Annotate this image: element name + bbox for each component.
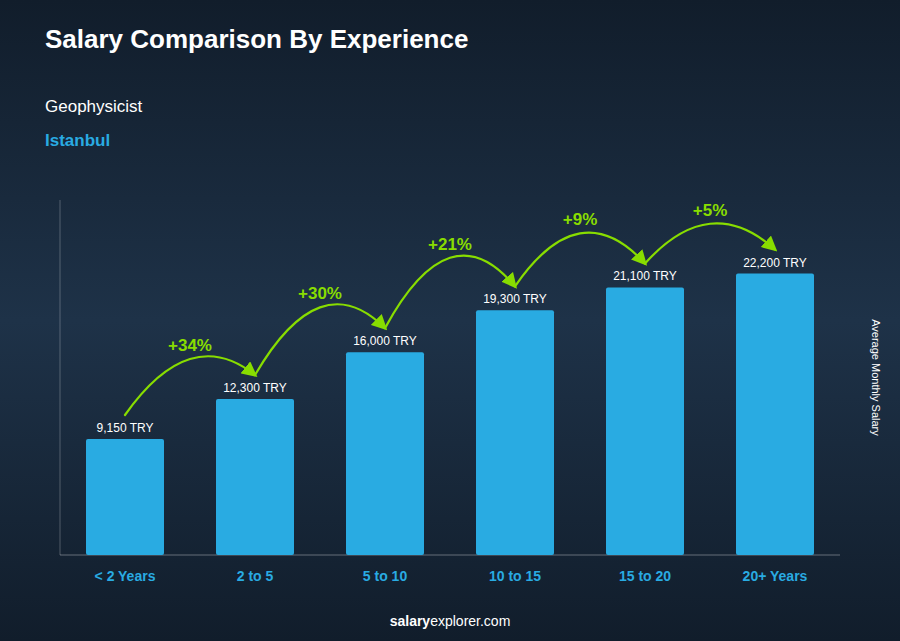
y-axis-line	[60, 200, 61, 555]
y-axis-label: Average Monthly Salary	[870, 319, 882, 436]
change-arc	[515, 233, 645, 287]
annotation: +30%	[298, 284, 342, 303]
x-tick-label: < 2 Years	[95, 568, 156, 584]
annotation: +21%	[428, 235, 472, 254]
bar	[346, 352, 424, 555]
bar	[606, 287, 684, 555]
annotation: +34%	[168, 336, 212, 355]
data-label: 21,100 TRY	[613, 269, 677, 283]
change-arc	[255, 304, 385, 375]
bar	[476, 310, 554, 555]
bar	[86, 439, 164, 555]
subtitle: Geophysicist	[45, 97, 143, 116]
x-tick-label: 10 to 15	[489, 568, 541, 584]
data-label: 16,000 TRY	[353, 334, 417, 348]
footer: salaryexplorer.com	[390, 613, 511, 629]
data-label: 19,300 TRY	[483, 292, 547, 306]
x-tick-label: 5 to 10	[363, 568, 408, 584]
footer-part: salary	[390, 613, 431, 629]
annotation: +9%	[563, 210, 598, 229]
annotation: +5%	[693, 201, 728, 220]
footer-part: explorer.com	[430, 613, 510, 629]
title: Salary Comparison By Experience	[45, 24, 468, 54]
change-arc	[125, 356, 255, 415]
chart: Salary Comparison By Experience Geophysic…	[0, 0, 900, 641]
x-axis-line	[60, 555, 840, 556]
bar	[736, 274, 814, 555]
data-label: 12,300 TRY	[223, 381, 287, 395]
bar	[216, 399, 294, 555]
change-arc	[385, 256, 515, 329]
data-label: 9,150 TRY	[97, 421, 154, 435]
subtitle: Istanbul	[45, 131, 110, 150]
change-arc	[645, 223, 775, 263]
data-label: 22,200 TRY	[743, 256, 807, 270]
x-tick-label: 2 to 5	[237, 568, 274, 584]
bars	[86, 274, 814, 555]
x-tick-label: 20+ Years	[743, 568, 808, 584]
x-tick-label: 15 to 20	[619, 568, 671, 584]
